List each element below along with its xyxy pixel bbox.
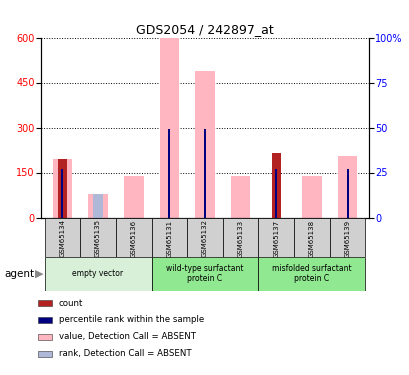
Bar [151,257,258,291]
Text: agent: agent [4,269,34,279]
Bar [38,334,52,340]
Text: GSM65131: GSM65131 [166,219,172,258]
Bar [230,176,250,217]
Text: value, Detection Call = ABSENT: value, Detection Call = ABSENT [58,332,195,341]
Text: GSM65132: GSM65132 [202,219,207,258]
Bar [159,38,179,218]
Bar [124,176,143,217]
Text: wild-type surfactant
protein C: wild-type surfactant protein C [166,264,243,284]
Bar [258,217,293,257]
Bar [337,156,357,218]
Bar [58,159,67,218]
Title: GDS2054 / 242897_at: GDS2054 / 242897_at [136,23,273,36]
Bar [52,159,72,218]
Bar [346,169,348,217]
Bar [168,129,170,218]
Text: percentile rank within the sample: percentile rank within the sample [58,315,203,324]
Text: count: count [58,298,83,307]
Bar [45,217,80,257]
Bar [61,169,63,217]
Bar [258,257,364,291]
Bar [88,194,108,217]
Bar [38,317,52,323]
Text: GSM65133: GSM65133 [237,219,243,258]
Bar [151,217,187,257]
Bar [38,300,52,306]
Bar [222,217,258,257]
Text: GSM65134: GSM65134 [59,219,65,258]
Bar [293,217,329,257]
Bar [45,257,151,291]
Bar [80,217,116,257]
Bar [204,129,205,218]
Bar [301,176,321,217]
Bar [195,70,214,217]
Bar [92,194,103,217]
Text: GSM65136: GSM65136 [130,219,136,258]
Text: rank, Detection Call = ABSENT: rank, Detection Call = ABSENT [58,349,191,358]
Bar [38,351,52,357]
Bar [329,217,364,257]
Bar [275,169,276,217]
Text: GSM65137: GSM65137 [273,219,279,258]
Bar [187,217,222,257]
Text: empty vector: empty vector [72,269,123,278]
Text: GSM65139: GSM65139 [344,219,350,258]
Text: misfolded surfactant
protein C: misfolded surfactant protein C [272,264,351,284]
Text: GSM65138: GSM65138 [308,219,314,258]
Bar [271,153,280,218]
Text: ▶: ▶ [35,269,43,279]
Text: GSM65135: GSM65135 [95,219,101,258]
Bar [116,217,151,257]
